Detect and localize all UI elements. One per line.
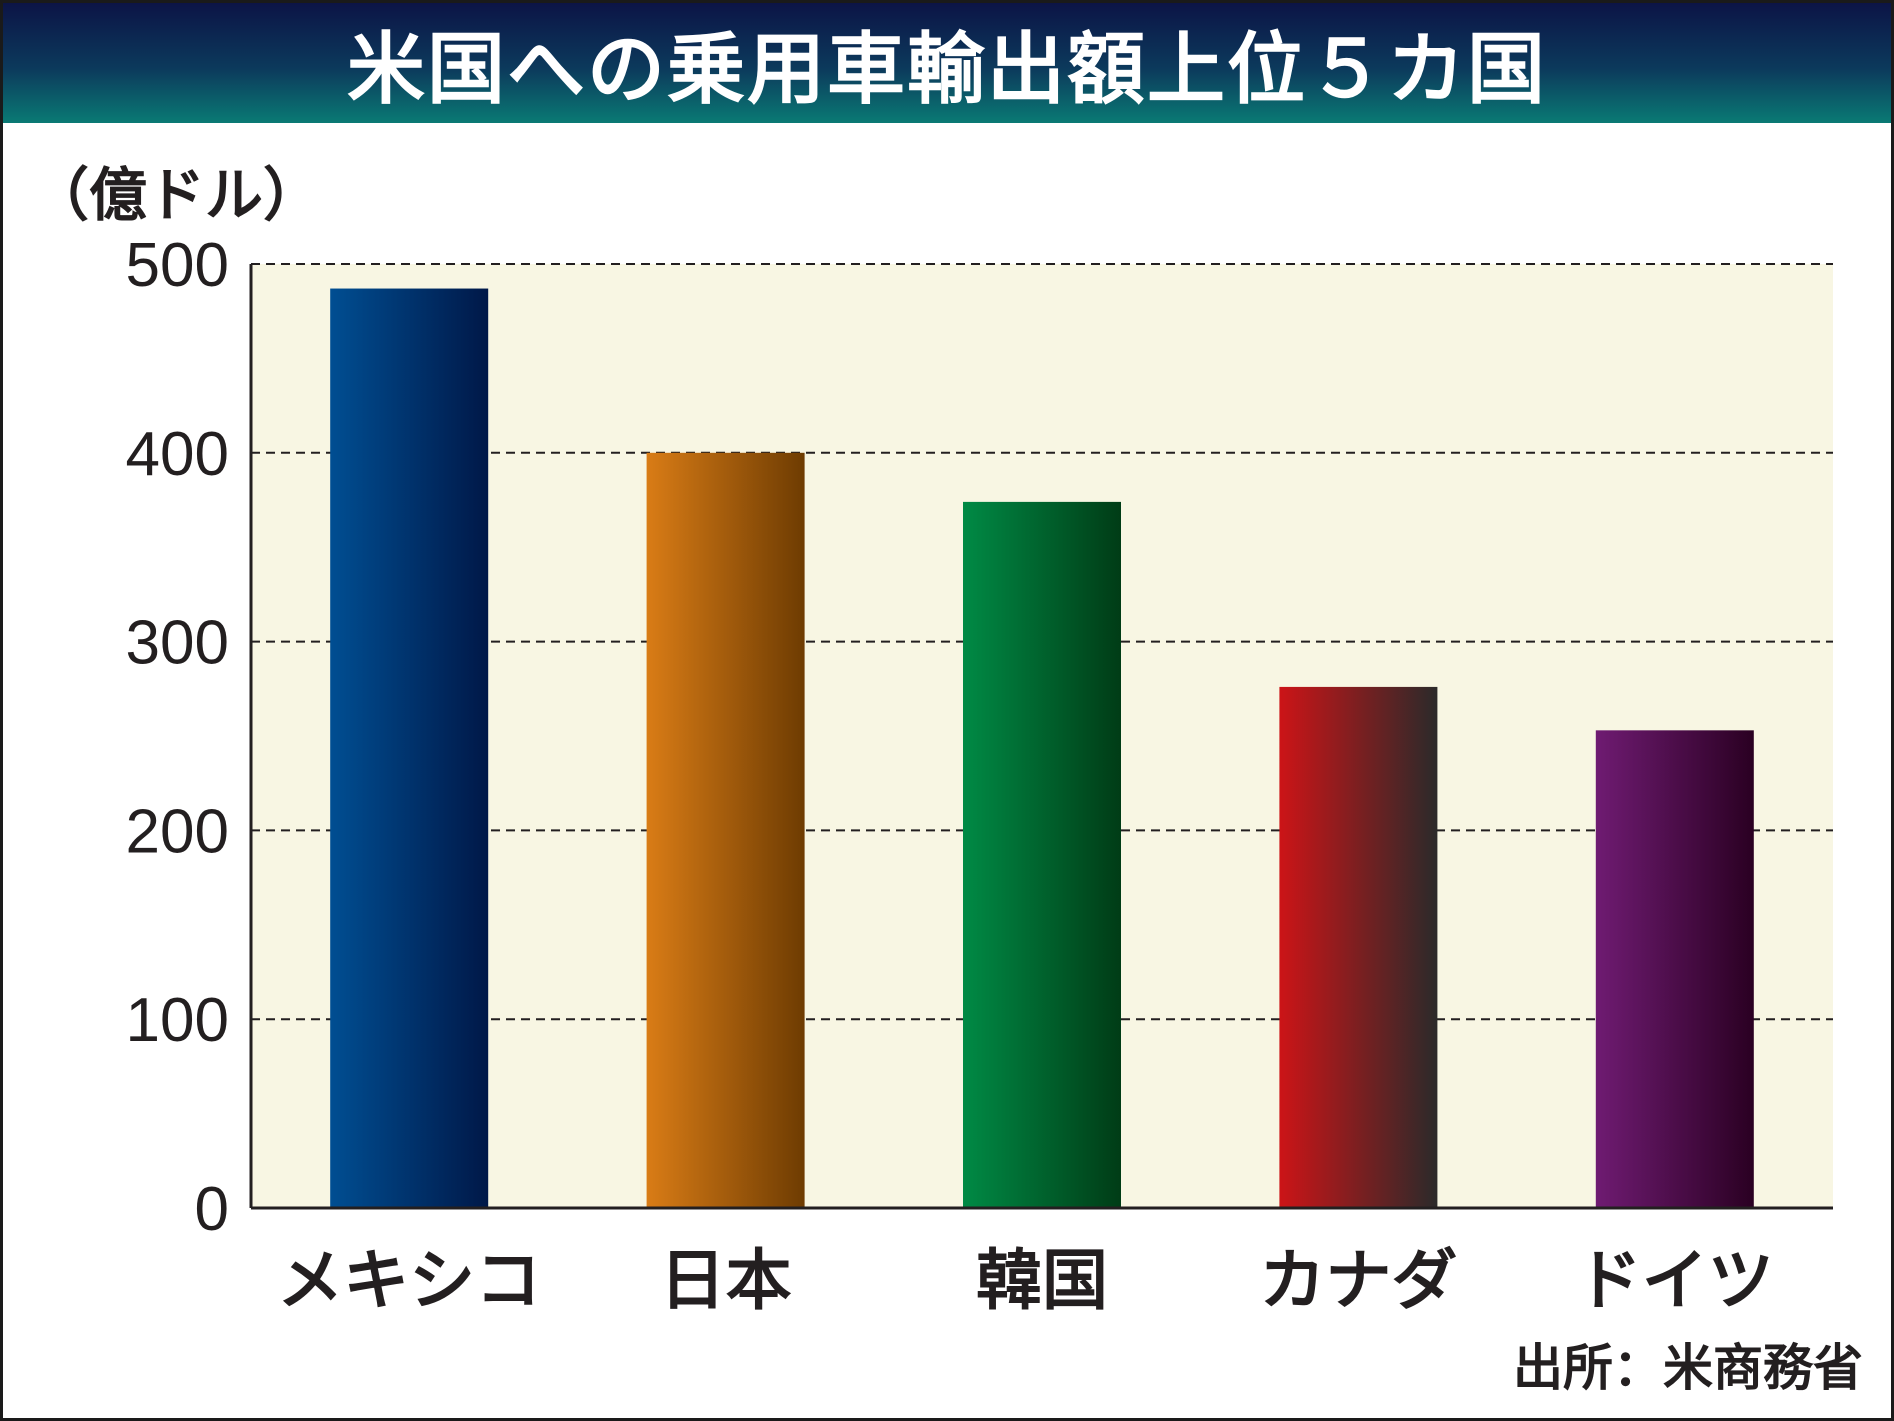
y-tick-label-400: 400: [126, 420, 229, 489]
category-label-2: 日本: [660, 1242, 792, 1319]
y-tick-label-0: 0: [195, 1175, 229, 1244]
category-labels: メキシコ 日本 韓国 カナダ ドイツ: [277, 1242, 1774, 1319]
bar-1: [330, 288, 489, 1208]
bar-4: [1279, 686, 1438, 1208]
grid-lines: [251, 263, 1833, 1021]
bar-2: [646, 452, 805, 1208]
bar-3: [963, 501, 1121, 1208]
bars: [330, 288, 1754, 1208]
y-tick-label-300: 300: [126, 609, 229, 678]
y-tick-label-500: 500: [126, 231, 229, 300]
bar-5: [1595, 730, 1754, 1208]
title-bar: 米国への乗用車輸出額上位５カ国: [3, 3, 1891, 123]
y-axis-unit-label: （億ドル）: [31, 161, 322, 229]
category-label-4: カナダ: [1259, 1242, 1457, 1319]
category-label-5: ドイツ: [1576, 1242, 1774, 1319]
bar-chart: 0 100 200 300 400 500 メキシコ 日本 韓国 カナダ ドイツ: [126, 231, 1833, 1319]
source-label: 出所：米商務省: [1513, 1339, 1863, 1397]
y-tick-label-100: 100: [126, 986, 229, 1055]
chart-title: 米国への乗用車輸出額上位５カ国: [346, 25, 1547, 115]
y-tick-label-200: 200: [126, 797, 229, 866]
category-label-1: メキシコ: [277, 1242, 541, 1319]
axes: [249, 264, 1833, 1210]
y-tick-labels: 0 100 200 300 400 500: [126, 231, 229, 1244]
category-label-3: 韓国: [976, 1242, 1108, 1319]
